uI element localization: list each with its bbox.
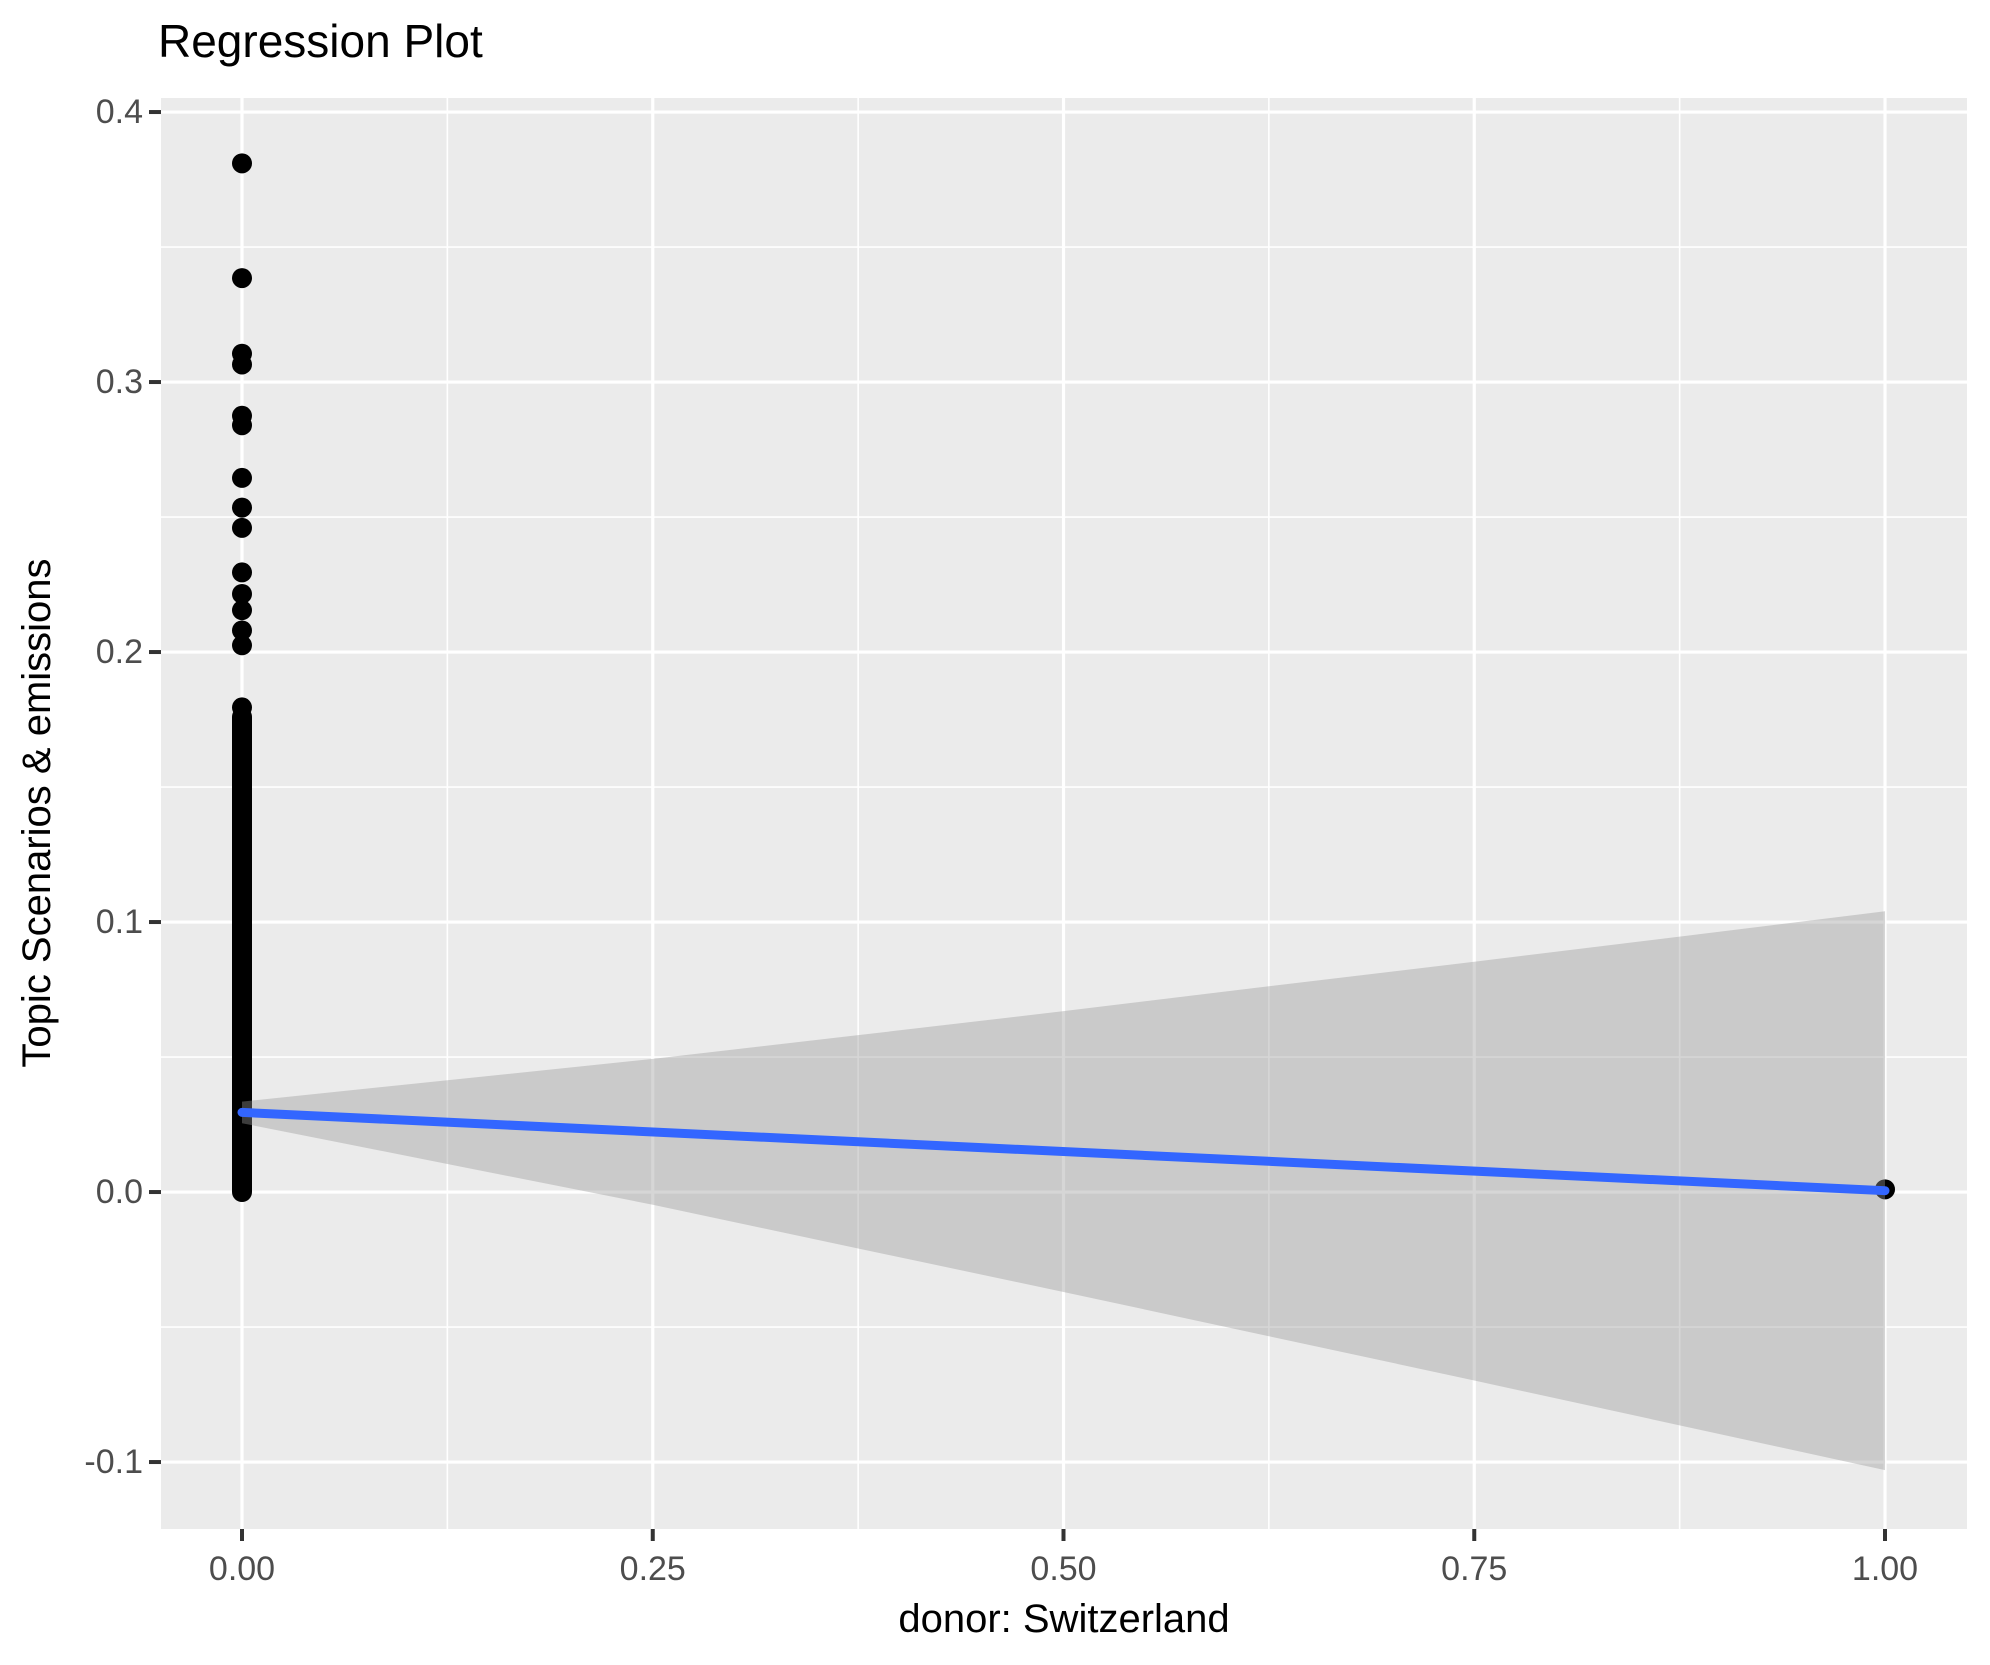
x-tick-label: 0.75: [1441, 1550, 1508, 1588]
x-tick-label: 1.00: [1851, 1550, 1919, 1588]
scatter-point: [232, 354, 253, 375]
scatter-point: [232, 635, 253, 656]
confidence-band: [242, 911, 1886, 1471]
regression-line: [237, 1107, 1890, 1196]
scatter-point: [232, 517, 253, 538]
y-axis-title: Topic Scenarios & emissions: [15, 558, 59, 1068]
y-tick-label: 0.4: [95, 93, 143, 132]
scatter-point: [232, 268, 253, 289]
x-tick-label: 0.25: [619, 1550, 686, 1588]
x-tick-label: 0.50: [1030, 1550, 1097, 1588]
scatter-dense-column: [232, 706, 253, 1203]
scatter-point: [232, 620, 253, 641]
x-tick-label: 0.00: [208, 1550, 276, 1588]
scatter-point: [232, 583, 253, 604]
scatter-point: [232, 415, 253, 436]
scatter-point: [232, 153, 253, 174]
y-tick-label: 0.0: [95, 1173, 143, 1212]
y-tick-label: 0.2: [95, 633, 143, 672]
y-tick-label: 0.1: [95, 903, 143, 942]
scatter-point: [232, 600, 253, 621]
y-tick-label: -0.1: [84, 1443, 143, 1482]
x-axis-title: donor: Switzerland: [898, 1597, 1230, 1641]
scatter-point: [232, 467, 253, 488]
scatter-point: [232, 562, 253, 583]
chart-title: Regression Plot: [158, 15, 483, 67]
y-tick-label: 0.3: [95, 363, 143, 402]
scatter-point: [232, 497, 253, 518]
